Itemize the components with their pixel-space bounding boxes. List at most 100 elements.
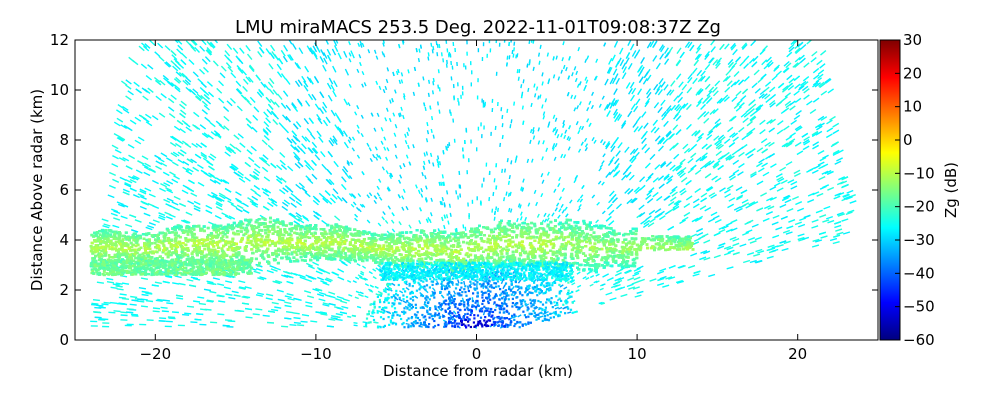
- radar-cell: [556, 303, 559, 307]
- radar-gate: [98, 306, 106, 309]
- radar-cell: [567, 281, 570, 284]
- radar-cell: [463, 301, 466, 304]
- radar-cell: [487, 293, 490, 296]
- radar-cell: [464, 318, 467, 322]
- radar-gate: [533, 305, 538, 310]
- radar-cell: [387, 293, 390, 296]
- radar-gate: [725, 155, 733, 161]
- radar-gate: [397, 113, 401, 118]
- radar-gate: [732, 136, 739, 142]
- radar-gate: [407, 69, 410, 74]
- radar-gate: [209, 282, 217, 286]
- radar-cell: [416, 321, 419, 325]
- radar-gate: [394, 297, 399, 301]
- radar-gate: [569, 279, 574, 283]
- radar-gate: [645, 194, 652, 200]
- radar-cell: [490, 286, 494, 289]
- radar-gate: [398, 298, 403, 302]
- radar-gate: [656, 282, 665, 286]
- radar-gate: [415, 48, 418, 53]
- radar-gate: [307, 93, 314, 101]
- radar-gate: [151, 284, 159, 287]
- radar-gate: [276, 71, 283, 78]
- radar-gate: [336, 307, 344, 311]
- radar-gate: [834, 224, 842, 229]
- radar-gate: [818, 81, 825, 87]
- radar-gate: [606, 277, 614, 282]
- radar-gate: [747, 153, 754, 159]
- radar-gate: [667, 201, 675, 207]
- radar-gate: [272, 280, 280, 284]
- radar-gate: [815, 209, 823, 214]
- radar-gate: [223, 286, 231, 290]
- radar-gate: [761, 162, 768, 168]
- radar-gate: [724, 86, 731, 93]
- radar-gate: [658, 136, 665, 143]
- radar-gate: [318, 298, 326, 302]
- radar-cell: [526, 293, 529, 296]
- radar-cell: [487, 282, 490, 285]
- radar-cell: [552, 316, 555, 319]
- radar-cell: [431, 283, 434, 286]
- radar-cell: [448, 285, 451, 288]
- radar-cell: [433, 319, 436, 323]
- radar-gate: [438, 161, 442, 166]
- radar-gate: [405, 322, 410, 326]
- radar-gate: [166, 197, 174, 202]
- radar-gate: [295, 212, 302, 218]
- radar-gate: [684, 41, 691, 48]
- radar-gate: [332, 135, 338, 142]
- radar-cell: [383, 310, 386, 313]
- radar-cell: [533, 299, 537, 302]
- radar-gate: [607, 159, 614, 167]
- radar-gate: [160, 306, 168, 309]
- radar-gate: [209, 121, 216, 128]
- radar-gate: [430, 42, 433, 47]
- radar-gate: [542, 111, 546, 116]
- radar-gate: [732, 169, 740, 175]
- radar-cell: [481, 302, 484, 305]
- radar-gate: [654, 213, 661, 219]
- radar-gate: [317, 276, 325, 281]
- radar-gate: [705, 134, 713, 141]
- radar-gate: [175, 76, 182, 83]
- radar-gate: [351, 54, 355, 59]
- radar-gate: [359, 61, 362, 67]
- radar-gate: [775, 173, 783, 178]
- radar-gate: [811, 244, 820, 248]
- radar-gate: [200, 94, 207, 101]
- radar-gate: [318, 136, 324, 143]
- radar-gate: [554, 143, 558, 148]
- radar-cell: [402, 294, 405, 297]
- radar-cell: [476, 314, 480, 317]
- radar-cell: [487, 300, 490, 303]
- radar-gate: [224, 50, 231, 57]
- radar-cell: [405, 295, 409, 299]
- radar-gate: [381, 166, 385, 171]
- radar-gate: [282, 187, 289, 193]
- radar-cell: [425, 298, 428, 302]
- radar-gate: [291, 102, 297, 109]
- radar-cell: [411, 296, 414, 299]
- radar-cell: [487, 312, 490, 316]
- radar-cell: [540, 311, 543, 315]
- radar-gate: [609, 102, 615, 109]
- radar-cell: [521, 324, 524, 327]
- radar-gate: [292, 105, 299, 113]
- radar-cell: [569, 308, 573, 311]
- radar-gate: [793, 169, 801, 175]
- radar-gate: [376, 185, 380, 190]
- radar-gate: [703, 239, 711, 244]
- radar-gate: [304, 136, 311, 143]
- radar-gate: [184, 312, 192, 315]
- radar-gate: [312, 199, 319, 206]
- radar-gate: [382, 290, 388, 294]
- radar-gate: [546, 52, 549, 57]
- radar-gate: [803, 88, 810, 94]
- radar-gate: [325, 116, 331, 124]
- radar-gate: [166, 157, 173, 163]
- radar-gate: [445, 145, 448, 150]
- radar-cell: [395, 311, 398, 314]
- radar-gate: [113, 310, 121, 313]
- radar-cell: [398, 302, 401, 305]
